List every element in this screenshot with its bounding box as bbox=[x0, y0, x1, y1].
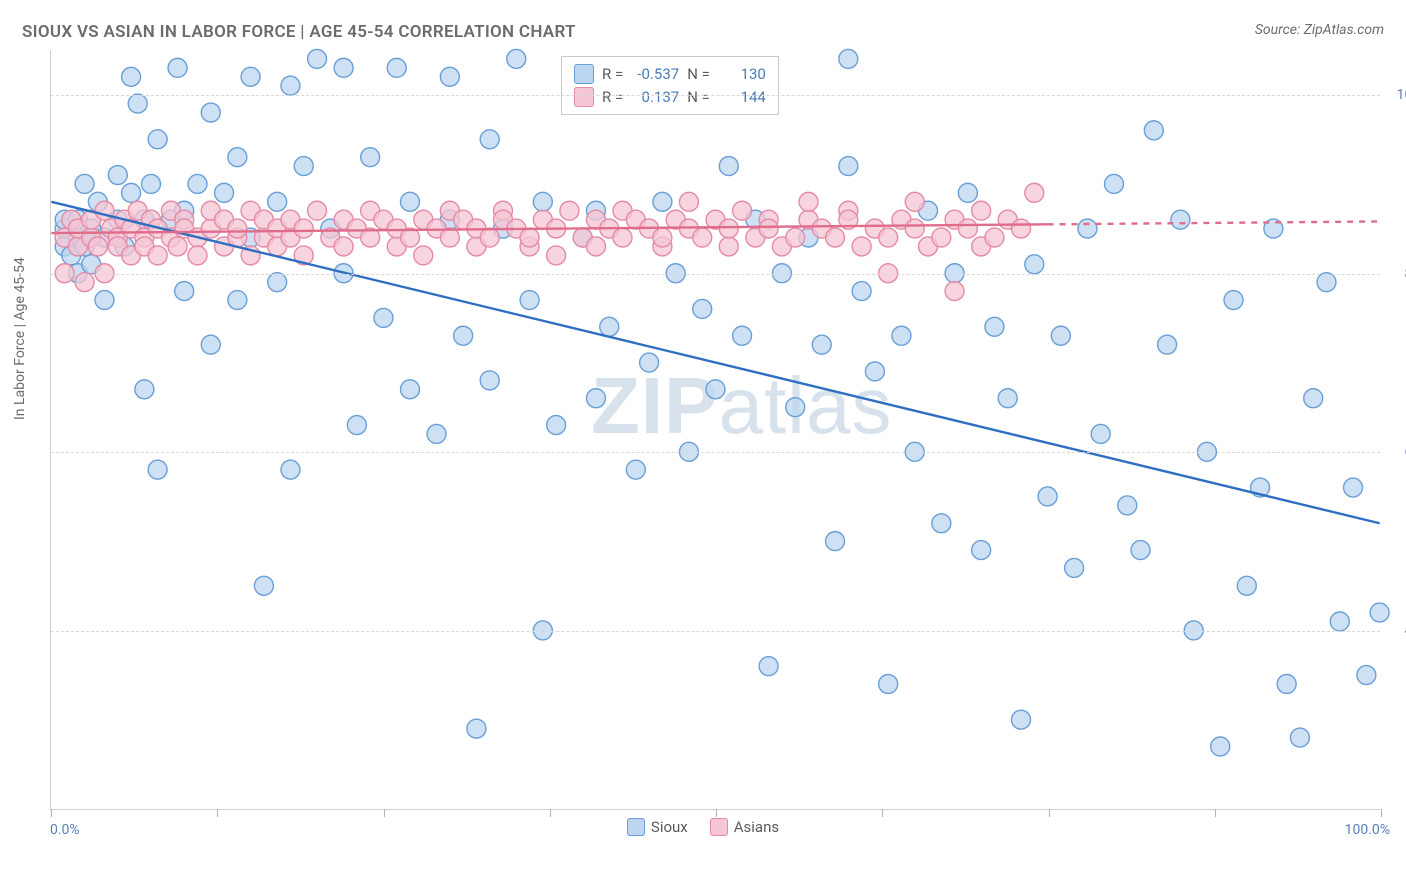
correlation-stats-box: R = -0.537 N = 130 R = 0.137 N = 144 bbox=[561, 56, 779, 115]
sioux-legend-label: Sioux bbox=[651, 818, 688, 836]
asians-r-value: 0.137 bbox=[631, 86, 679, 109]
sioux-swatch-icon bbox=[574, 64, 594, 84]
asians-legend-label: Asians bbox=[734, 818, 779, 836]
stats-r-label: R = bbox=[602, 86, 623, 109]
legend-item-asians: Asians bbox=[710, 818, 779, 836]
stats-n-label: N = bbox=[687, 63, 710, 86]
source-attribution: Source: ZipAtlas.com bbox=[1255, 22, 1384, 38]
sioux-r-value: -0.537 bbox=[631, 63, 679, 86]
chart-title: SIOUX VS ASIAN IN LABOR FORCE | AGE 45-5… bbox=[22, 22, 576, 42]
sioux-legend-swatch-icon bbox=[627, 818, 645, 836]
stats-n-label: N = bbox=[687, 86, 710, 109]
sioux-n-value: 130 bbox=[718, 63, 766, 86]
asians-n-value: 144 bbox=[718, 86, 766, 109]
legend: Sioux Asians bbox=[0, 818, 1406, 836]
legend-item-sioux: Sioux bbox=[627, 818, 688, 836]
asians-legend-swatch-icon bbox=[710, 818, 728, 836]
stats-r-label: R = bbox=[602, 63, 623, 86]
stats-row-sioux: R = -0.537 N = 130 bbox=[574, 63, 766, 86]
plot-area: ZIPatlas R = -0.537 N = 130 R = 0.137 N … bbox=[50, 50, 1380, 810]
chart-svg bbox=[51, 50, 1380, 809]
y-axis-label: In Labor Force | Age 45-54 bbox=[12, 257, 28, 420]
asians-swatch-icon bbox=[574, 87, 594, 107]
stats-row-asians: R = 0.137 N = 144 bbox=[574, 86, 766, 109]
